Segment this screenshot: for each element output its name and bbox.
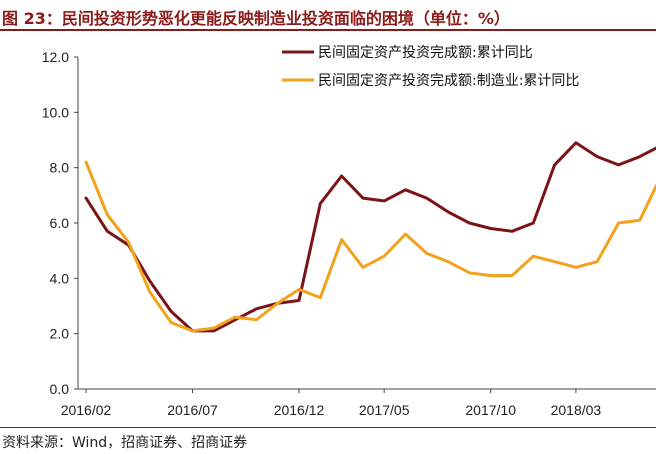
x-tick-label: 2017/05	[359, 402, 410, 418]
series-layer	[84, 141, 656, 333]
title-underline	[0, 29, 656, 31]
chart-title: 图 23：民间投资形势恶化更能反映制造业投资面临的困境（单位：%）	[2, 9, 510, 28]
legend-label-1: 民间固定资产投资完成额:累计同比	[318, 45, 533, 61]
x-tick-label: 2016/12	[274, 402, 325, 418]
series-line-2	[84, 160, 656, 333]
footer-rule	[0, 427, 656, 428]
y-axis: 0.0 2.0 4.0 6.0 8.0 10.0 12.0	[42, 49, 79, 397]
x-tick-label: 2018/03	[551, 402, 602, 418]
y-tick-label: 10.0	[42, 104, 69, 120]
y-tick-label: 8.0	[50, 160, 70, 176]
y-tick-label: 4.0	[50, 270, 70, 286]
y-tick-label: 6.0	[50, 215, 70, 231]
title-bar: 图 23：民间投资形势恶化更能反映制造业投资面临的困境（单位：%）	[0, 0, 656, 31]
y-tick-label: 12.0	[42, 49, 69, 65]
x-tick-label: 2016/07	[167, 402, 218, 418]
line-chart: 0.02.04.06.08.010.012.0 2016/02 2016/07 20…	[42, 45, 656, 418]
legend-label-2: 民间固定资产投资完成额:制造业:累计同比	[318, 73, 579, 89]
series-line-1	[84, 141, 656, 333]
source-note: 资料来源：Wind，招商证券、招商证券	[2, 435, 248, 451]
y-tick-label: 2.0	[50, 326, 70, 342]
y-tick-label: 0.0	[50, 381, 70, 397]
x-tick-label: 2016/02	[61, 402, 112, 418]
x-tick-label: 2017/10	[465, 402, 516, 418]
x-axis: 2016/02 2016/07 2016/12 2017/05 2017/10 2018/…	[61, 388, 656, 418]
